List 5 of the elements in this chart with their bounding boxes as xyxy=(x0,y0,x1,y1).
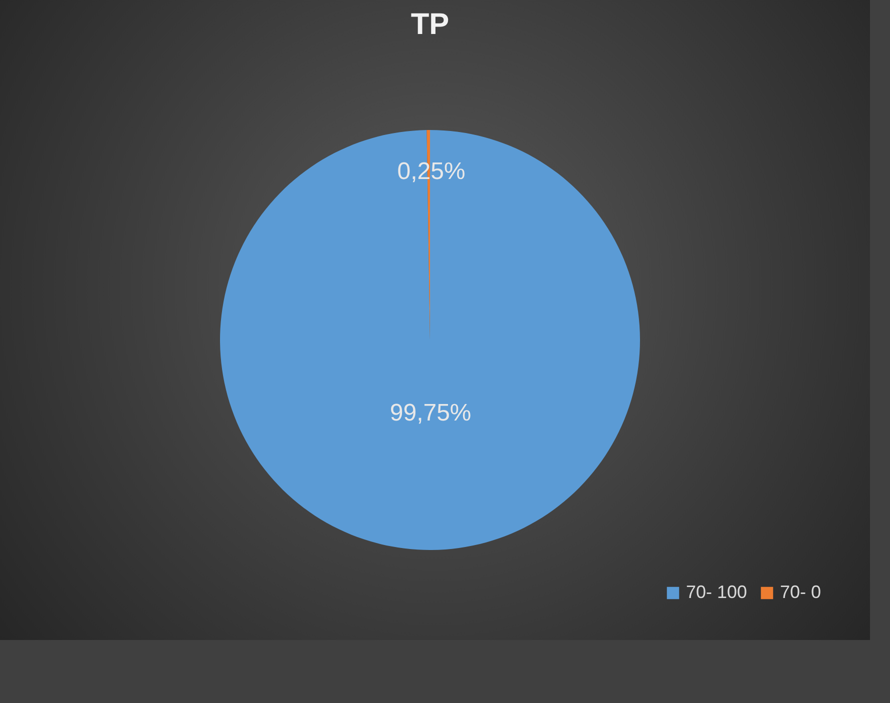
data-label: 99,75% xyxy=(390,400,472,426)
legend-label: 70- 0 xyxy=(780,582,822,602)
pie-slice xyxy=(220,130,640,550)
chart-title: TP xyxy=(410,8,450,41)
legend-label: 70- 100 xyxy=(686,582,748,602)
